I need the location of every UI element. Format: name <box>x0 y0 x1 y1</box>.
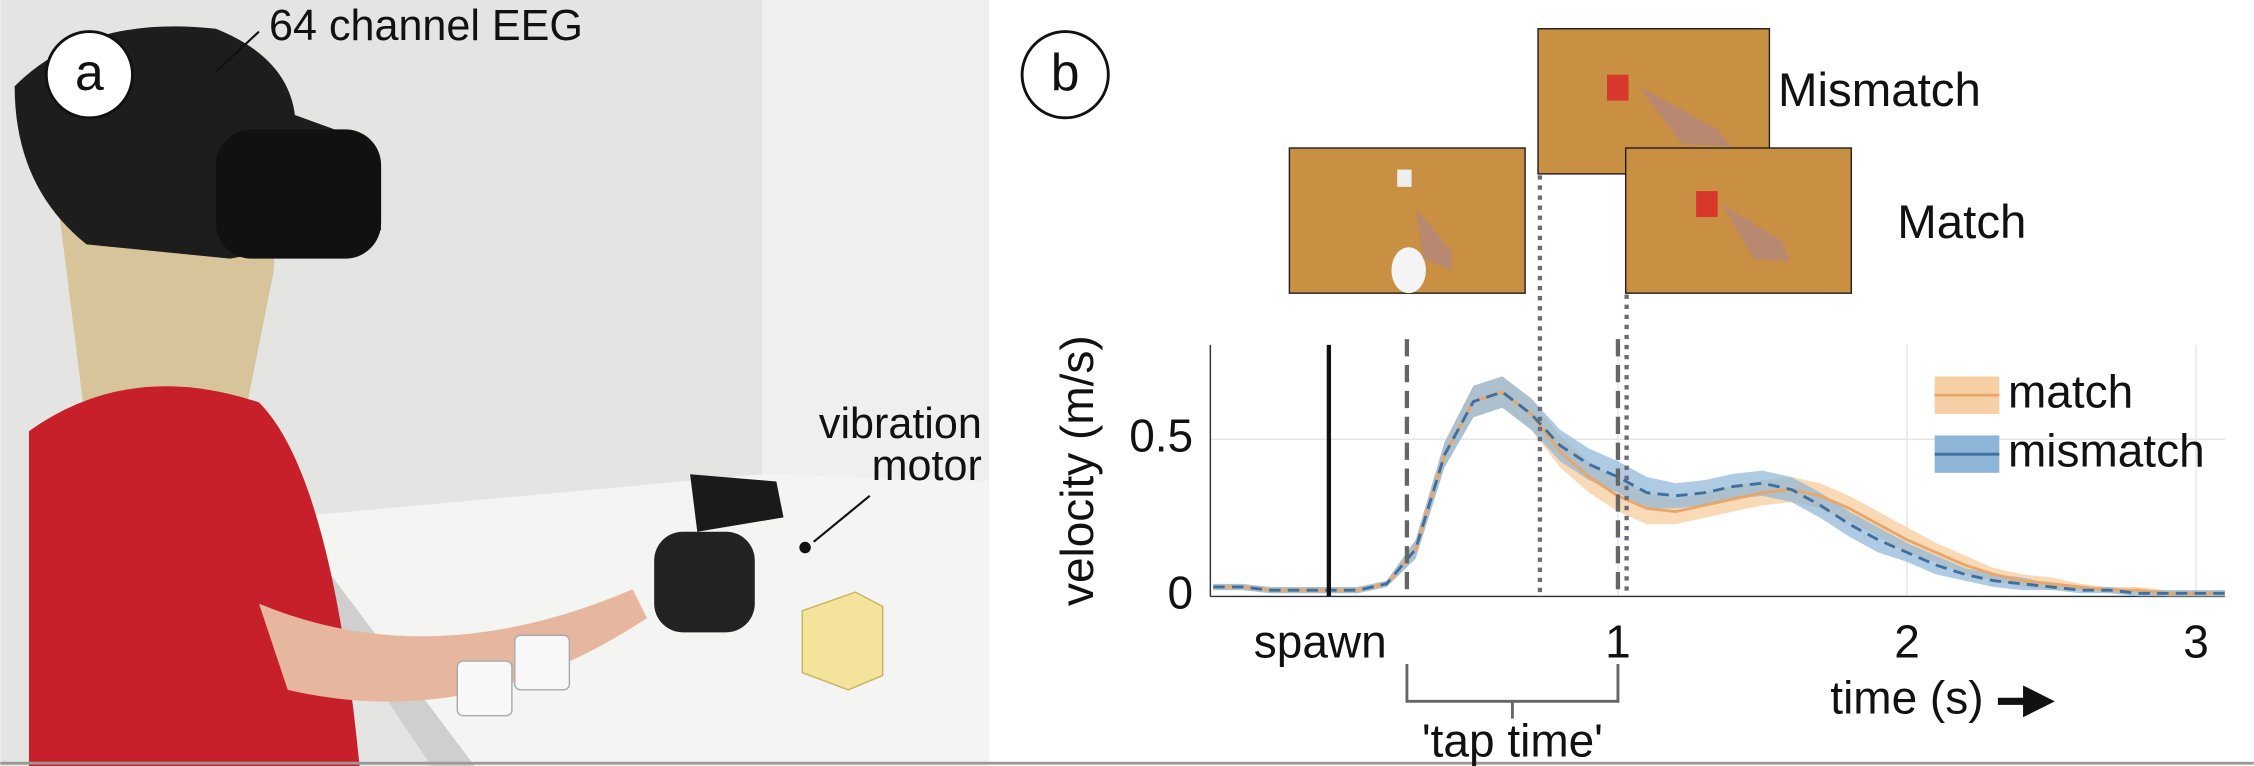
y-tick-label: 0.5 <box>1129 409 1193 461</box>
x-axis-label: time (s) <box>1830 671 1983 723</box>
panel-label: a <box>75 43 104 101</box>
photo <box>0 0 990 766</box>
motor-label: vibration <box>819 400 982 448</box>
thumbnails <box>1288 28 1853 294</box>
eeg-label: 64 channel EEG <box>269 2 583 50</box>
panel-badge <box>44 30 134 120</box>
tap-label: 'tap time' <box>1422 715 1603 766</box>
series-line <box>1213 390 2225 595</box>
x-tick-label: 1 <box>1605 615 1631 667</box>
tap-bracket <box>1405 663 1620 719</box>
y-axis-label: velocity (m/s) <box>1051 335 1103 606</box>
legend-label: match <box>2008 365 2133 417</box>
spawn-label: spawn <box>1254 615 1387 667</box>
thumbnail-label: Match <box>1897 196 2026 249</box>
arrow <box>1997 685 2055 718</box>
x-tick-label: 2 <box>1894 615 1920 667</box>
x-tick-label: 3 <box>2183 615 2209 667</box>
thumbnail-label: Mismatch <box>1778 64 1981 117</box>
panel-label: b <box>1051 43 1080 101</box>
motor-label: motor <box>872 442 982 490</box>
confidence-band <box>1213 376 2225 597</box>
panel-badge <box>1020 30 1110 120</box>
chart: 0 0.5 1 2 3 velocity (m/s) time (s) spawn 'tap t… <box>1051 175 2225 766</box>
y-tick-label: 0 <box>1168 567 1194 619</box>
legend-label: mismatch <box>2008 424 2205 476</box>
